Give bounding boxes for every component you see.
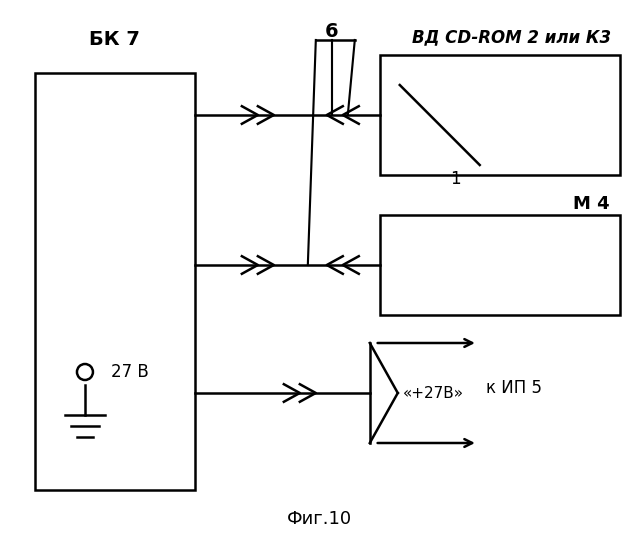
Text: к ИП 5: к ИП 5 <box>486 379 541 397</box>
Text: БК 7: БК 7 <box>90 30 140 49</box>
Text: Фиг.10: Фиг.10 <box>287 510 353 528</box>
Text: 1: 1 <box>450 170 460 188</box>
Text: ВД CD-ROM 2 или К3: ВД CD-ROM 2 или К3 <box>412 28 611 46</box>
Bar <box>35 73 195 490</box>
Text: М 4: М 4 <box>573 195 610 213</box>
Bar <box>380 55 620 175</box>
Text: 27 В: 27 В <box>111 363 149 381</box>
Bar <box>380 215 620 315</box>
Text: «+27В»: «+27В» <box>403 386 464 401</box>
Text: 6: 6 <box>325 22 339 41</box>
